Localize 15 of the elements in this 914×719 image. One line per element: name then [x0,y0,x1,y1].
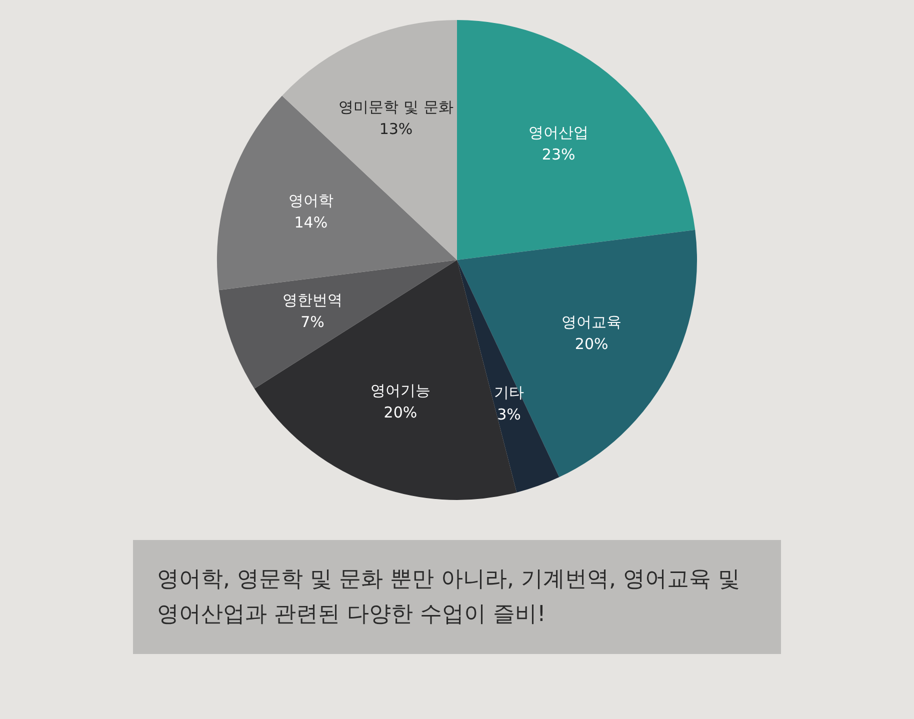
slice-label: 영어산업 [528,124,589,142]
slice-label: 영어학 [288,191,334,210]
data-label: 14% [294,213,328,232]
slice-label: 영한번역 [282,290,342,309]
data-label: 7% [300,312,324,331]
data-label: 13% [379,120,413,138]
data-label: 20% [384,404,418,422]
data-label: 20% [574,334,608,353]
data-label: 23% [542,146,576,164]
slice-label: 영미문학 및 문화 [338,98,454,116]
slice-label: 영어교육 [562,312,622,331]
text: 영어학, 영문학 및 문화 뿐만 아니라, 기계번역, 영어교육 및 영어산업과 관련된 다양한 수업이 즐비! [133,540,781,654]
slice-label: 영어기능 [370,382,430,400]
slice-label: 기타 [494,383,524,402]
data-label: 3% [497,405,521,424]
